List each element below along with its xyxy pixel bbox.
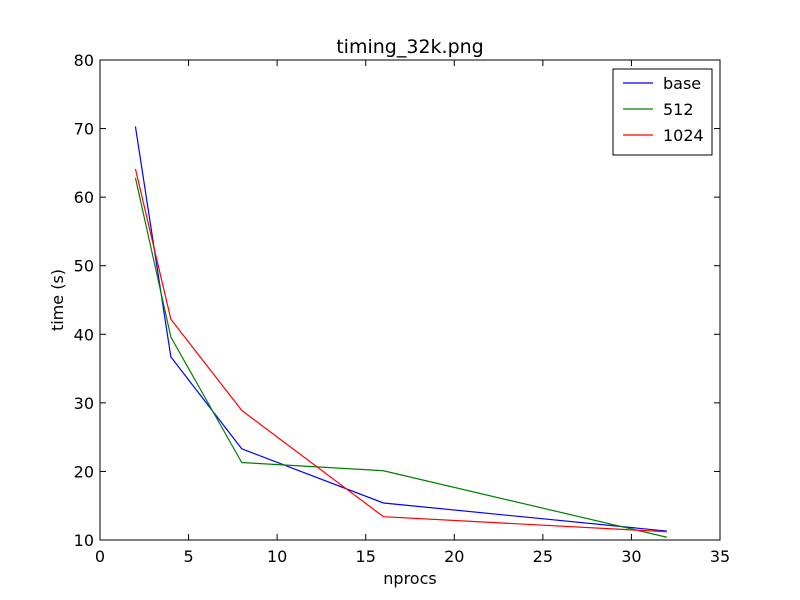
ticks-layer: 0 5 10 15 20 25 30 35 10 20 30 40 50 60 70 80 bbox=[74, 51, 731, 566]
y-tick-label: 60 bbox=[74, 188, 94, 207]
y-tick-label: 40 bbox=[74, 325, 94, 344]
plot-frame bbox=[99, 59, 721, 541]
legend-label: base bbox=[663, 74, 701, 93]
x-tick-label: 30 bbox=[621, 547, 641, 566]
x-tick-label: 10 bbox=[267, 547, 287, 566]
legend-label: 1024 bbox=[663, 126, 704, 145]
y-tick-label: 20 bbox=[74, 462, 94, 481]
x-axis-title: nprocs bbox=[383, 569, 436, 588]
x-tick-label: 5 bbox=[183, 547, 193, 566]
legend-label: 512 bbox=[663, 100, 694, 119]
x-tick-label: 20 bbox=[444, 547, 464, 566]
x-tick-label: 0 bbox=[95, 547, 105, 566]
y-tick-label: 30 bbox=[74, 394, 94, 413]
y-tick-label: 70 bbox=[74, 120, 94, 139]
series-layer bbox=[134, 126, 667, 538]
y-axis-title: time (s) bbox=[48, 269, 67, 331]
x-tick-label: 15 bbox=[356, 547, 376, 566]
legend: base 512 1024 bbox=[612, 68, 713, 156]
series-line-512 bbox=[134, 177, 667, 538]
x-tick-label: 35 bbox=[710, 547, 730, 566]
y-tick-label: 10 bbox=[74, 531, 94, 550]
y-tick-label: 80 bbox=[74, 51, 94, 70]
y-tick-label: 50 bbox=[74, 257, 94, 276]
series-line-base bbox=[134, 126, 667, 532]
chart-title: timing_32k.png bbox=[336, 36, 484, 58]
x-tick-label: 25 bbox=[533, 547, 553, 566]
series-line-1024 bbox=[134, 168, 667, 533]
